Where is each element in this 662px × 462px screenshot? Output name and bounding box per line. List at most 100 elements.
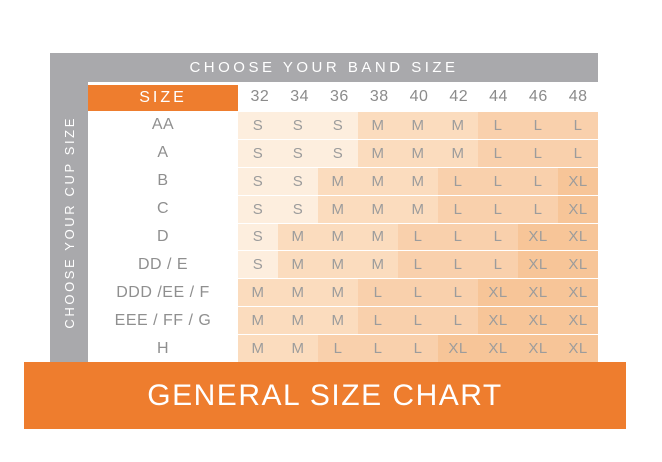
cup-size-label: H: [88, 335, 238, 362]
size-cell-m: M: [358, 223, 398, 251]
band-size-label: 34: [290, 88, 310, 105]
size-cell-s: S: [238, 167, 278, 195]
band-size-header-label: CHOOSE YOUR BAND SIZE: [189, 59, 459, 76]
size-cell-xl: XL: [518, 223, 558, 251]
size-cell-s: S: [278, 139, 318, 167]
size-cell-l: L: [478, 223, 518, 251]
size-corner-label: SIZE: [139, 89, 187, 106]
size-cell-l: L: [398, 251, 438, 279]
band-size-label: 36: [330, 88, 349, 105]
size-cell-xl: XL: [478, 335, 518, 362]
size-cell-xl: XL: [558, 195, 598, 223]
size-cell-xl: XL: [558, 279, 598, 307]
size-cell-s: S: [238, 139, 278, 167]
size-cell-xl: XL: [558, 251, 598, 279]
cup-size-label: B: [88, 167, 238, 195]
size-cell-m: M: [438, 139, 478, 167]
size-cell-m: M: [278, 335, 318, 362]
band-size-row: 32 34 36 38 40 42 44 46 48: [240, 83, 598, 111]
size-cell-m: M: [318, 195, 358, 223]
size-cell-l: L: [398, 223, 438, 251]
size-cell-xl: XL: [518, 335, 558, 362]
band-size-label: 46: [528, 88, 548, 105]
size-cell-l: L: [398, 279, 438, 307]
size-cell-l: L: [438, 307, 478, 335]
cup-size-label: DD / E: [88, 251, 238, 279]
cup-size-label: EEE / FF / G: [88, 307, 238, 335]
band-size-header-bar: CHOOSE YOUR BAND SIZE: [50, 53, 598, 82]
size-cell-xl: XL: [558, 167, 598, 195]
band-size-label: 44: [489, 88, 508, 105]
size-cell-m: M: [278, 307, 318, 335]
size-cell-m: M: [278, 279, 318, 307]
size-cell-xl: XL: [518, 307, 558, 335]
size-cell-l: L: [478, 251, 518, 279]
size-cell-l: L: [318, 335, 358, 362]
band-size-label: 40: [409, 88, 429, 105]
size-cell-l: L: [398, 307, 438, 335]
cup-size-label: A: [88, 139, 238, 167]
size-cell-m: M: [358, 112, 398, 139]
size-cell-m: M: [318, 279, 358, 307]
size-cell-xl: XL: [478, 279, 518, 307]
size-cell-m: M: [358, 167, 398, 195]
size-cell-l: L: [438, 279, 478, 307]
size-cell-l: L: [438, 167, 478, 195]
cup-size-label: DDD /EE / F: [88, 279, 238, 307]
footer-banner: GENERAL SIZE CHART: [24, 362, 626, 429]
cup-size-label: D: [88, 223, 238, 251]
size-cell-l: L: [358, 279, 398, 307]
size-cell-l: L: [438, 223, 478, 251]
size-cell-l: L: [438, 195, 478, 223]
size-cell-l: L: [358, 335, 398, 362]
size-cell-m: M: [398, 112, 438, 139]
band-size-label: 38: [369, 88, 389, 105]
size-cell-l: L: [558, 139, 598, 167]
size-cell-l: L: [478, 167, 518, 195]
size-cell-l: L: [478, 112, 518, 139]
size-cell-m: M: [278, 223, 318, 251]
size-cell-l: L: [358, 307, 398, 335]
size-cell-xl: XL: [438, 335, 478, 362]
size-cell-xl: XL: [558, 307, 598, 335]
size-cell-m: M: [398, 139, 438, 167]
size-cell-s: S: [278, 195, 318, 223]
size-cell-m: M: [398, 167, 438, 195]
size-cell-xl: XL: [558, 223, 598, 251]
cup-size-header-bar: CHOOSE YOUR CUP SIZE: [50, 82, 88, 362]
size-cell-l: L: [398, 335, 438, 362]
size-cell-s: S: [278, 167, 318, 195]
size-cell-m: M: [238, 335, 278, 362]
size-cell-l: L: [478, 139, 518, 167]
size-cell-xl: XL: [478, 307, 518, 335]
size-cell-l: L: [518, 139, 558, 167]
size-cell-xl: XL: [518, 279, 558, 307]
size-cell-m: M: [318, 251, 358, 279]
size-cell-xl: XL: [518, 251, 558, 279]
size-cell-m: M: [358, 251, 398, 279]
size-cell-l: L: [518, 112, 558, 139]
size-cell-l: L: [518, 167, 558, 195]
footer-title: GENERAL SIZE CHART: [147, 378, 503, 412]
band-size-label: 32: [250, 88, 270, 105]
size-cell-s: S: [318, 139, 358, 167]
size-cell-l: L: [518, 195, 558, 223]
band-size-label: 48: [568, 88, 588, 105]
size-cell-s: S: [238, 195, 278, 223]
size-cell-s: S: [238, 223, 278, 251]
size-cell-m: M: [318, 167, 358, 195]
size-cell-s: S: [278, 112, 318, 139]
size-cell-s: S: [238, 112, 278, 139]
cup-size-label: C: [88, 195, 238, 223]
size-cell-m: M: [358, 139, 398, 167]
size-cell-l: L: [558, 112, 598, 139]
size-cell-s: S: [318, 112, 358, 139]
size-cell-m: M: [318, 223, 358, 251]
size-grid: AA S S S M M M L L L A S S S M M M L L L B S S M M M L L L XL C S S M M M L L…: [88, 112, 598, 362]
cup-size-label: AA: [88, 112, 238, 139]
size-cell-m: M: [358, 195, 398, 223]
size-cell-m: M: [238, 279, 278, 307]
cup-size-header-label: CHOOSE YOUR CUP SIZE: [61, 115, 77, 329]
size-cell-m: M: [278, 251, 318, 279]
size-cell-m: M: [398, 195, 438, 223]
